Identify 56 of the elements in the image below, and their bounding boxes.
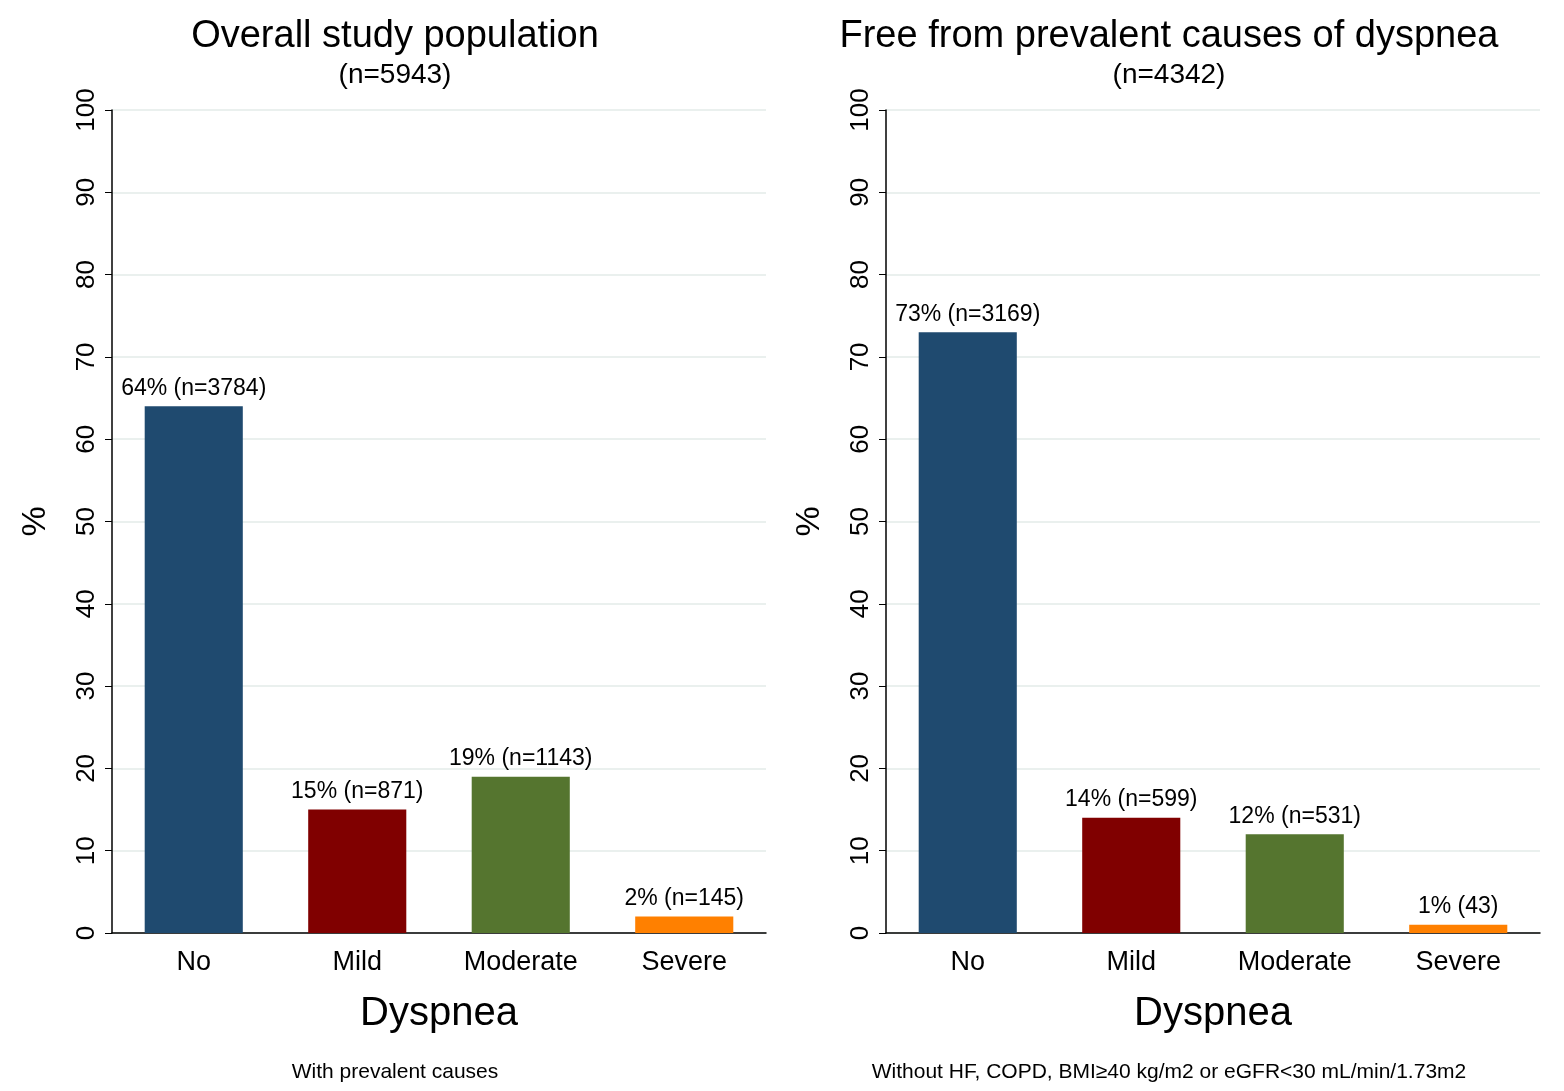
data-label: 14% (n=599) — [1065, 785, 1198, 812]
x-axis-title: Dyspnea — [1134, 989, 1293, 1033]
bar — [1082, 817, 1181, 933]
x-tick-label: Severe — [641, 945, 728, 976]
y-tick-label: 80 — [70, 260, 100, 290]
data-label: 73% (n=3169) — [895, 299, 1041, 326]
y-tick-label: 70 — [70, 342, 100, 372]
data-label: 19% (n=1143) — [449, 744, 593, 771]
y-tick-label: 0 — [70, 925, 100, 941]
y-tick-label: 90 — [844, 177, 874, 207]
y-axis-title: % — [14, 506, 52, 537]
y-tick-label: 10 — [70, 836, 100, 866]
x-tick-label: Mild — [1106, 945, 1157, 976]
x-tick-label: Moderate — [1237, 945, 1352, 976]
x-tick-label: Severe — [1415, 945, 1502, 976]
data-label: 2% (n=145) — [624, 884, 745, 911]
y-tick-label: 100 — [844, 88, 874, 132]
y-tick-label: 40 — [844, 589, 874, 619]
chart-title: Overall study population — [191, 13, 599, 55]
x-axis-title: Dyspnea — [360, 989, 519, 1033]
y-tick-label: 30 — [844, 671, 874, 701]
x-tick-label: No — [176, 945, 212, 976]
y-tick-label: 10 — [844, 836, 874, 866]
chart-subtitle: (n=5943) — [338, 57, 452, 89]
text: Without HF, COPD, BMI≥40 kg/m2 or eGFR<30 mL/min/1.73m2 — [871, 1059, 1467, 1082]
bar — [918, 332, 1017, 933]
y-tick-label: 30 — [70, 671, 100, 701]
y-tick-label: 20 — [844, 753, 874, 783]
chart-subtitle: (n=4342) — [1112, 57, 1226, 89]
text: With prevalent causes — [291, 1059, 499, 1082]
y-tick-label: 20 — [70, 753, 100, 783]
x-tick-label: No — [950, 945, 986, 976]
x-tick-label: Mild — [332, 945, 383, 976]
y-tick-label: 50 — [844, 507, 874, 536]
bar — [1409, 924, 1508, 933]
y-tick-label: 60 — [70, 424, 100, 454]
y-tick-label: 50 — [70, 507, 100, 536]
bar — [144, 406, 243, 933]
y-tick-label: 60 — [844, 424, 874, 454]
y-tick-label: 70 — [844, 342, 874, 372]
y-axis-title: % — [788, 506, 826, 537]
y-tick-label: 90 — [70, 177, 100, 207]
y-tick-label: 0 — [844, 925, 874, 941]
data-label: 12% (n=531) — [1228, 801, 1361, 828]
data-label: 1% (43) — [1417, 892, 1499, 919]
chart-title: Free from prevalent causes of dyspnea — [839, 13, 1500, 55]
x-tick-label: Moderate — [463, 945, 578, 976]
bar — [635, 916, 734, 933]
y-tick-label: 40 — [70, 589, 100, 619]
bar — [471, 776, 570, 933]
data-label: 15% (n=871) — [291, 777, 424, 804]
y-tick-label: 80 — [844, 260, 874, 290]
y-tick-label: 100 — [70, 88, 100, 132]
data-label: 64% (n=3784) — [121, 373, 267, 400]
bar — [1245, 834, 1344, 933]
bar — [308, 809, 407, 933]
